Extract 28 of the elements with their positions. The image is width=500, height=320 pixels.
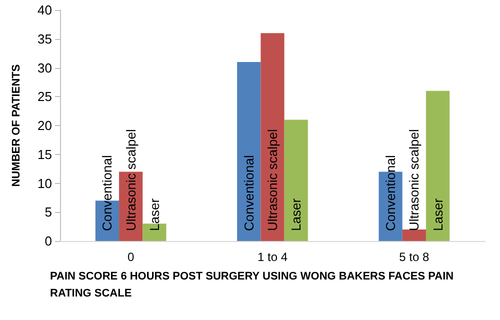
text: Ultrasonic scalpel: [406, 129, 422, 231]
x-tick-label: 1 to 4: [257, 250, 288, 264]
bar: [237, 62, 261, 241]
text: Laser: [146, 198, 162, 231]
x-axis-title: PAIN SCORE 6 HOURS POST SURGERY USING WONG BAKERS FACES PAIN RATING SCALE: [50, 270, 457, 300]
y-tick-label: 5: [44, 204, 52, 220]
text: Ultrasonic scalpel: [123, 129, 138, 231]
bar: [426, 90, 450, 241]
y-tick-label: 35: [38, 31, 52, 46]
bar: [402, 229, 426, 241]
bar: [284, 120, 308, 241]
text: Laser: [288, 198, 304, 231]
series-label: Conventional: [241, 155, 256, 231]
y-tick-label: 20: [38, 118, 52, 133]
text: Conventional: [100, 155, 115, 231]
y-tick-label: 25: [38, 89, 52, 104]
x-tick-label: 0: [127, 250, 134, 264]
y-tick-label: 15: [38, 146, 52, 162]
y-tick-label: 30: [38, 60, 52, 76]
text: Conventional: [383, 155, 398, 231]
text: Laser: [430, 198, 446, 231]
y-tick-label: 0: [44, 234, 52, 248]
bar: [260, 33, 284, 241]
y-tick-label: 10: [38, 176, 52, 191]
x-tick-label: 5 to 8: [399, 250, 430, 264]
y-tick-label: 40: [38, 2, 52, 18]
text: Ultrasonic scalpel: [265, 129, 280, 231]
y-axis-title: NUMBER OF PATIENTS: [10, 64, 22, 187]
